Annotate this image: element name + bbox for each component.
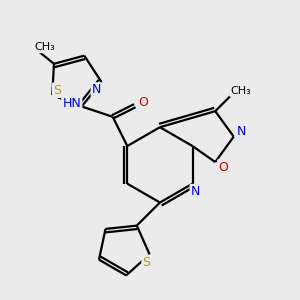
Text: S: S bbox=[53, 84, 61, 97]
Text: N: N bbox=[237, 125, 246, 138]
Text: N: N bbox=[191, 185, 200, 198]
Text: O: O bbox=[138, 96, 148, 109]
Text: CH₃: CH₃ bbox=[34, 42, 55, 52]
Text: S: S bbox=[142, 256, 151, 269]
Text: CH₃: CH₃ bbox=[230, 86, 251, 96]
Text: O: O bbox=[218, 160, 228, 173]
Text: HN: HN bbox=[62, 97, 81, 110]
Text: N: N bbox=[92, 83, 101, 96]
